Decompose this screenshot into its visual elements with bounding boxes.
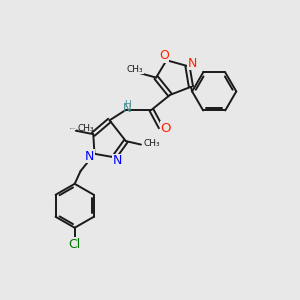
Text: methyl5: methyl5 xyxy=(70,128,76,130)
Text: O: O xyxy=(159,49,169,62)
Text: CH₃: CH₃ xyxy=(77,124,94,133)
Text: CH₃: CH₃ xyxy=(127,65,143,74)
Text: methyl: methyl xyxy=(75,128,80,130)
Text: N: N xyxy=(188,56,197,70)
Text: N: N xyxy=(113,154,122,167)
Text: N: N xyxy=(123,102,131,115)
Text: O: O xyxy=(160,122,171,135)
Text: CH₃: CH₃ xyxy=(144,139,160,148)
Text: N: N xyxy=(85,150,94,163)
Text: methyl: methyl xyxy=(134,69,139,70)
Text: Cl: Cl xyxy=(69,238,81,251)
Text: methyl: methyl xyxy=(130,68,135,69)
Text: H: H xyxy=(124,100,131,109)
